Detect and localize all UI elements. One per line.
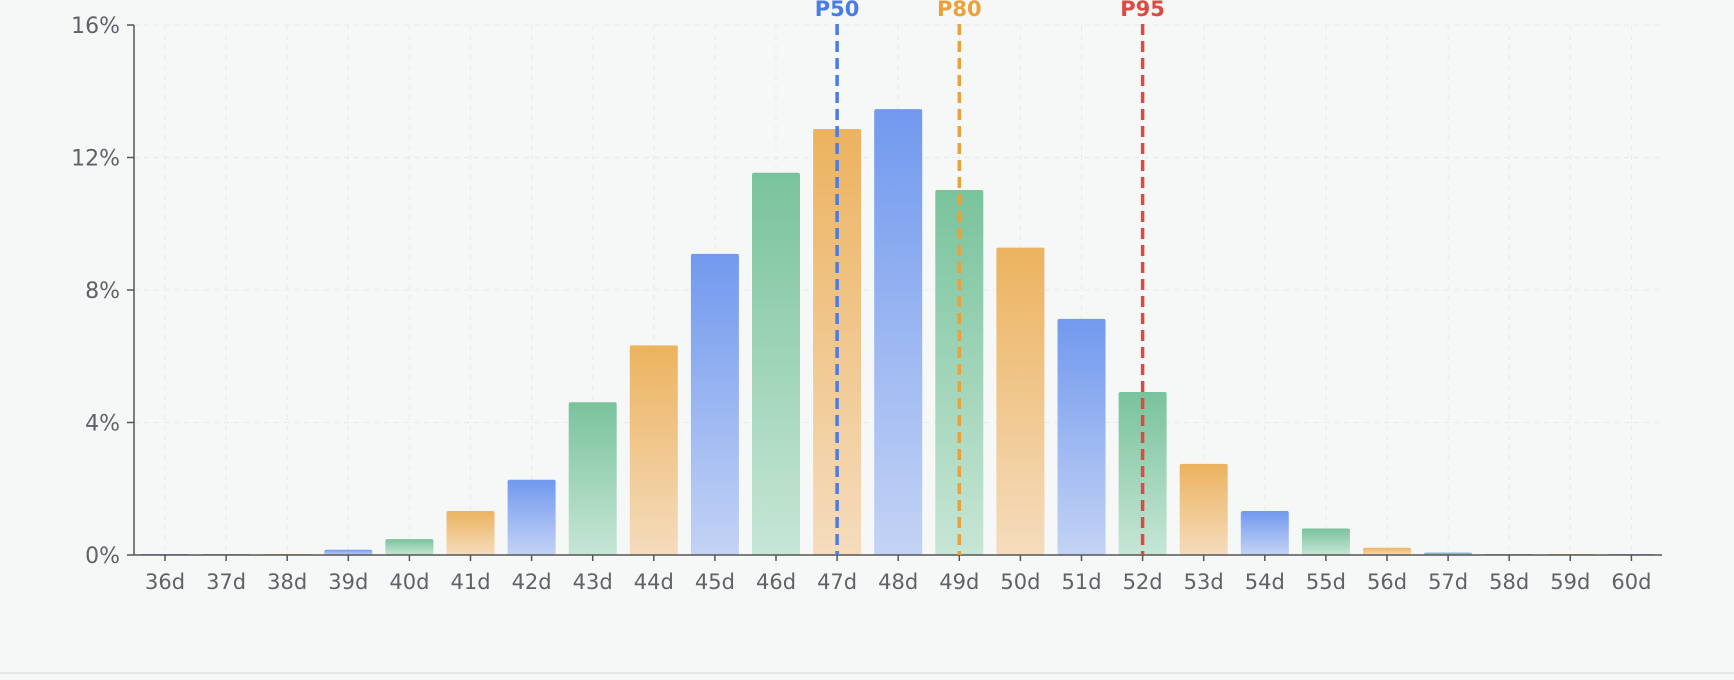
x-tick-label: 37d — [206, 570, 246, 594]
x-tick-label: 53d — [1184, 570, 1224, 594]
y-tick-label: 12% — [71, 147, 120, 172]
x-tick-label: 48d — [878, 570, 918, 594]
x-tick-label: 60d — [1611, 570, 1651, 594]
marker-label-p95: P95 — [1120, 0, 1165, 21]
x-tick-label: 56d — [1367, 570, 1407, 594]
bar-47d — [813, 129, 862, 555]
bar-55d — [1301, 528, 1350, 555]
bar-39d — [324, 549, 373, 555]
x-tick-label: 51d — [1061, 570, 1101, 594]
bottom-divider — [0, 672, 1734, 674]
x-tick-label: 36d — [145, 570, 185, 594]
bar-56d — [1363, 547, 1411, 555]
x-tick-label: 40d — [389, 570, 429, 594]
bar-48d — [874, 109, 923, 555]
percentile-markers: P50 P80 P95 — [815, 0, 1165, 555]
x-tick-label: 38d — [267, 570, 307, 594]
bar-40d — [385, 539, 434, 555]
bar-43d — [568, 402, 617, 555]
x-tick-label: 50d — [1000, 570, 1040, 594]
x-tick-label: 58d — [1489, 570, 1529, 594]
x-tick-label: 44d — [634, 570, 674, 594]
bar-51d — [1057, 318, 1106, 555]
bar-54d — [1240, 510, 1289, 555]
marker-label-p50: P50 — [815, 0, 860, 21]
bar-53d — [1179, 463, 1228, 555]
marker-label-p80: P80 — [937, 0, 982, 21]
x-tick-label: 42d — [512, 570, 552, 594]
x-tick-label: 46d — [756, 570, 796, 594]
bar-42d — [507, 479, 556, 555]
y-tick-label: 0% — [85, 544, 120, 569]
x-tick-label: 57d — [1428, 570, 1468, 594]
x-tick-label: 49d — [939, 570, 979, 594]
x-tick-label: 52d — [1123, 570, 1163, 594]
y-tick-label: 8% — [85, 279, 120, 304]
bar-series — [141, 109, 1656, 556]
x-tick-label: 59d — [1550, 570, 1590, 594]
bar-46d — [752, 172, 800, 556]
x-tick-label: 39d — [328, 570, 368, 594]
y-tick-label: 16% — [71, 14, 120, 39]
axes: 0% 4% 8% 12% 16% 36d 37d 38d 39d 40d 41d 42d 43d 44d 4… — [71, 14, 1662, 594]
y-tick-label: 4% — [85, 412, 120, 437]
x-tick-label: 43d — [573, 570, 613, 594]
bar-50d — [996, 247, 1045, 555]
x-tick-label: 45d — [695, 570, 735, 594]
x-tick-label: 47d — [817, 570, 857, 594]
bar-44d — [629, 345, 678, 555]
x-tick-label: 54d — [1245, 570, 1285, 594]
bar-45d — [690, 253, 739, 556]
x-tick-label: 55d — [1306, 570, 1346, 594]
bar-41d — [446, 510, 495, 555]
x-tick-label: 41d — [450, 570, 490, 594]
